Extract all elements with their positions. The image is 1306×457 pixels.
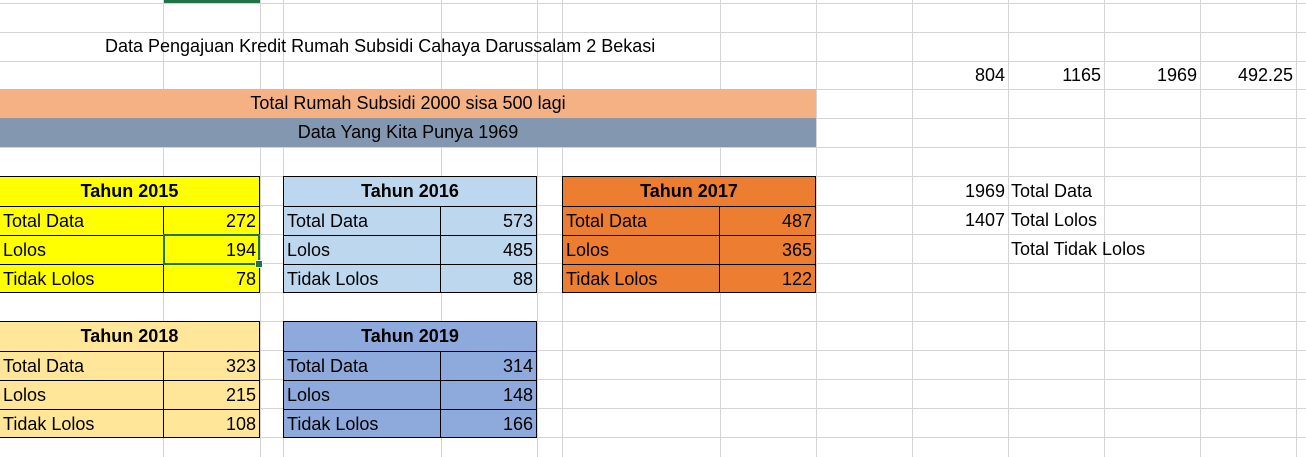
total-lolos-label[interactable]: Total Lolos bbox=[1011, 210, 1098, 230]
row-label[interactable]: Tidak Lolos bbox=[0, 410, 164, 438]
row-label[interactable]: Lolos bbox=[0, 381, 164, 409]
row-value[interactable]: 122 bbox=[781, 269, 812, 289]
row-value[interactable]: 78 bbox=[235, 269, 256, 289]
row-value[interactable]: 573 bbox=[502, 211, 533, 231]
row-label[interactable]: Lolos bbox=[284, 381, 441, 409]
table-header[interactable]: Tahun 2015 bbox=[80, 181, 179, 201]
row-label[interactable]: Total Data bbox=[563, 207, 720, 235]
row-value[interactable]: 166 bbox=[502, 414, 533, 434]
table-header[interactable]: Tahun 2019 bbox=[361, 326, 459, 346]
total-lolos-value[interactable]: 1407 bbox=[964, 210, 1005, 230]
row-label[interactable]: Tidak Lolos bbox=[284, 265, 441, 293]
row-value[interactable]: 314 bbox=[502, 356, 533, 376]
fill-handle[interactable] bbox=[255, 260, 263, 268]
row-value[interactable]: 487 bbox=[781, 211, 812, 231]
summary-cell-2[interactable]: 1165 bbox=[1062, 65, 1101, 85]
banner-data-kita[interactable]: Data Yang Kita Punya 1969 bbox=[0, 118, 816, 147]
sheet-title[interactable]: Data Pengajuan Kredit Rumah Subsidi Caha… bbox=[105, 36, 656, 56]
table-header[interactable]: Tahun 2016 bbox=[361, 181, 459, 201]
table-header[interactable]: Tahun 2018 bbox=[80, 326, 179, 346]
total-tidak-lolos-value[interactable] bbox=[912, 235, 1008, 264]
row-value[interactable]: 272 bbox=[225, 211, 256, 231]
total-tidak-lolos-label[interactable]: Total Tidak Lolos bbox=[1011, 239, 1146, 259]
total-data-label[interactable]: Total Data bbox=[1011, 181, 1093, 201]
summary-cell-1[interactable]: 804 bbox=[974, 65, 1005, 85]
row-value[interactable]: 365 bbox=[781, 240, 812, 260]
row-value[interactable]: 148 bbox=[502, 385, 533, 405]
row-label[interactable]: Lolos bbox=[0, 236, 164, 264]
table-tahun-2016: Tahun 2016 Total Data 573 Lolos 485 Tidak … bbox=[283, 176, 537, 293]
row-value[interactable]: 108 bbox=[225, 414, 256, 434]
table-header[interactable]: Tahun 2017 bbox=[640, 181, 738, 201]
active-cell-selection[interactable] bbox=[163, 234, 260, 265]
row-label[interactable]: Tidak Lolos bbox=[563, 265, 720, 293]
banner-total-subsidi[interactable]: Total Rumah Subsidi 2000 sisa 500 lagi bbox=[0, 89, 816, 118]
row-label[interactable]: Lolos bbox=[563, 236, 720, 264]
row-label[interactable]: Total Data bbox=[0, 352, 164, 380]
row-value[interactable]: 323 bbox=[225, 356, 256, 376]
row-label[interactable]: Tidak Lolos bbox=[0, 265, 164, 293]
row-value[interactable]: 215 bbox=[225, 385, 256, 405]
row-value[interactable]: 194 bbox=[225, 240, 256, 260]
row-value[interactable]: 485 bbox=[502, 240, 533, 260]
summary-cell-4[interactable]: 492.25 bbox=[1237, 65, 1293, 85]
total-data-value[interactable]: 1969 bbox=[964, 181, 1005, 201]
row-value[interactable]: 88 bbox=[512, 269, 533, 289]
row-label[interactable]: Lolos bbox=[284, 236, 441, 264]
table-tahun-2017: Tahun 2017 Total Data 487 Lolos 365 Tidak … bbox=[562, 176, 816, 293]
row-label[interactable]: Total Data bbox=[284, 352, 441, 380]
table-tahun-2018: Tahun 2018 Total Data 323 Lolos 215 Tidak … bbox=[0, 321, 260, 438]
summary-cell-3[interactable]: 1969 bbox=[1156, 65, 1197, 85]
row-label[interactable]: Tidak Lolos bbox=[284, 410, 441, 438]
table-tahun-2019: Tahun 2019 Total Data 314 Lolos 148 Tidak … bbox=[283, 321, 537, 438]
row-label[interactable]: Total Data bbox=[0, 207, 164, 235]
row-label[interactable]: Total Data bbox=[284, 207, 441, 235]
column-selection-indicator bbox=[164, 0, 260, 3]
